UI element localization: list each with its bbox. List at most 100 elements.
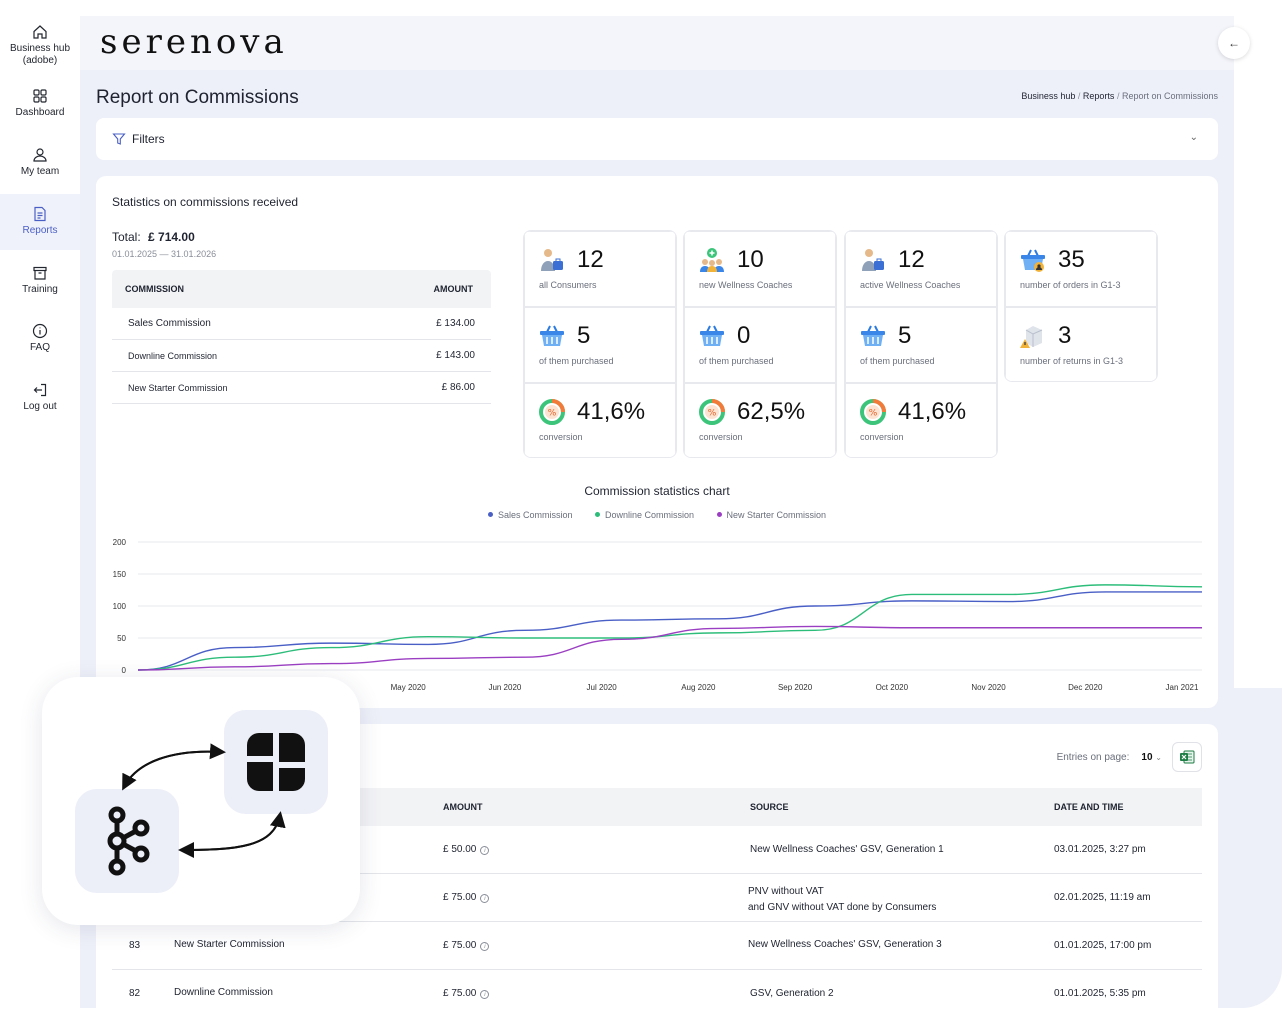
kpi-label: number of returns in G1-3 xyxy=(1020,356,1124,366)
export-excel-button[interactable] xyxy=(1172,742,1202,772)
legend-item-downline[interactable]: Downline Commission xyxy=(594,510,695,520)
sidebar-item-business-hub[interactable]: Business hub (adobe) xyxy=(0,24,80,72)
new-coaches-icon xyxy=(700,248,724,272)
chevron-down-icon: ⌄ xyxy=(1189,132,1198,143)
column-header-source[interactable]: SOURCE xyxy=(750,802,789,812)
kpi-value: 10 xyxy=(737,246,764,273)
filter-icon xyxy=(112,133,126,145)
column-header-amount[interactable]: AMOUNT xyxy=(443,802,483,812)
filters-toggle[interactable]: Filters ⌄ xyxy=(96,118,1218,160)
x-tick-label: Dec 2020 xyxy=(1068,683,1103,692)
entry-type: Downline Commission xyxy=(174,987,273,998)
info-icon[interactable]: i xyxy=(480,990,490,999)
entry-type: New Starter Commission xyxy=(174,939,285,950)
sidebar-item-dashboard[interactable]: Dashboard xyxy=(0,88,80,128)
svg-text:%: % xyxy=(869,409,878,419)
table-row: Sales Commission £ 134.00 xyxy=(112,308,491,340)
entries-per-page-label: Entries on page: xyxy=(1056,751,1130,763)
breadcrumb: Business hub / Reports / Report on Commi… xyxy=(1021,91,1218,101)
commission-amount: £ 134.00 xyxy=(436,318,475,329)
sidebar-item-label: FAQ xyxy=(29,342,50,353)
arrow-icon xyxy=(181,811,286,851)
table-row: New Starter Commission £ 86.00 xyxy=(112,372,491,404)
x-tick-label: Oct 2020 xyxy=(876,683,909,692)
chart-title: Commission statistics chart xyxy=(584,484,730,498)
x-tick-label: May 2020 xyxy=(391,683,427,692)
entry-date: 01.01.2025, 5:35 pm xyxy=(1054,988,1146,999)
excel-icon xyxy=(1180,750,1195,764)
integration-overlay-card xyxy=(42,677,360,925)
entry-amount: £ 50.00 i xyxy=(443,844,490,855)
kafka-icon xyxy=(107,806,150,876)
column-header-commission[interactable]: COMMISSION xyxy=(125,284,185,294)
page-title: Report on Commissions xyxy=(96,87,299,108)
legend-label: New Starter Commission xyxy=(726,510,827,520)
kpi-card: % 41,6% conversion xyxy=(845,383,997,457)
team-icon xyxy=(33,148,47,162)
breadcrumb-link-business-hub[interactable]: Business hub xyxy=(1021,91,1076,101)
sync-app-icon xyxy=(247,733,305,791)
info-icon[interactable]: i xyxy=(480,894,490,903)
y-tick-label: 100 xyxy=(113,602,127,611)
x-tick-label: Sep 2020 xyxy=(778,683,813,692)
series-line-new-starter-commission xyxy=(137,625,1202,671)
total-label: Total: xyxy=(112,230,141,244)
x-tick-label: Aug 2020 xyxy=(681,683,716,692)
brand-logo[interactable]: serenova xyxy=(100,22,288,62)
x-tick-label: Jul 2020 xyxy=(587,683,618,692)
sidebar-item-faq[interactable]: FAQ xyxy=(0,323,80,363)
collapse-back-button[interactable]: ← xyxy=(1218,27,1250,59)
info-icon[interactable]: i xyxy=(480,846,490,855)
entry-amount-value: £ 50.00 xyxy=(443,844,477,855)
kpi-label: conversion xyxy=(699,432,743,442)
kpi-card: 0 of them purchased xyxy=(684,307,836,383)
sidebar-item-my-team[interactable]: My team xyxy=(0,147,80,187)
breadcrumb-link-reports[interactable]: Reports xyxy=(1082,91,1115,101)
commission-name: Sales Commission xyxy=(128,318,211,329)
entries-table: AMOUNT SOURCE DATE AND TIME £ 50.00 i New… xyxy=(112,788,1202,1008)
consumer-icon xyxy=(541,249,563,271)
conversion-icon: % xyxy=(699,399,725,425)
column-header-amount[interactable]: AMOUNT xyxy=(433,284,474,294)
kpi-label: of them purchased xyxy=(539,356,614,366)
kpi-card: % 41,6% conversion xyxy=(524,383,676,457)
legend-item-sales[interactable]: Sales Commission xyxy=(487,510,573,520)
legend-item-new-starter[interactable]: New Starter Commission xyxy=(716,510,827,520)
sidebar-item-label: Training xyxy=(22,284,58,295)
legend-label: Sales Commission xyxy=(497,510,573,520)
sync-arrows xyxy=(122,743,286,858)
series-line-downline-commission xyxy=(137,584,1203,671)
sidebar-item-label: Business hub (adobe) xyxy=(9,43,71,66)
commission-name: New Starter Commission xyxy=(128,382,228,393)
entry-amount-value: £ 75.00 xyxy=(443,940,477,951)
sidebar-item-training[interactable]: Training xyxy=(0,265,80,305)
svg-text:%: % xyxy=(708,409,717,419)
basket-icon xyxy=(861,325,885,346)
sidebar-item-label: Dashboard xyxy=(15,107,65,118)
conversion-icon: % xyxy=(860,399,886,425)
kpi-card: 10 new Wellness Coaches xyxy=(684,231,836,307)
sidebar-item-reports[interactable]: Reports xyxy=(0,194,80,250)
sidebar-item-log-out[interactable]: Log out xyxy=(0,382,80,422)
conversion-icon: % xyxy=(539,399,565,425)
logout-icon xyxy=(33,383,47,397)
right-rail xyxy=(1234,16,1282,688)
kpi-label: all Consumers xyxy=(539,280,597,290)
arrow-icon xyxy=(178,814,281,858)
legend-swatch xyxy=(594,512,600,517)
kpi-value: 62,5% xyxy=(737,398,806,425)
y-tick-label: 200 xyxy=(113,538,127,547)
kpi-label: of them purchased xyxy=(860,356,935,366)
entries-per-page-select[interactable]: 10 ⌄ xyxy=(1141,752,1162,763)
kpi-card: 12 all Consumers xyxy=(524,231,676,307)
sidebar-item-label: Log out xyxy=(23,401,57,412)
info-icon[interactable]: i xyxy=(480,942,490,951)
kpi-card: 12 active Wellness Coaches xyxy=(845,231,997,307)
entry-amount: £ 75.00 i xyxy=(443,940,490,951)
sidebar: Business hub (adobe) Dashboard My team R… xyxy=(0,16,80,1008)
column-header-date[interactable]: DATE AND TIME xyxy=(1054,802,1124,812)
sidebar-item-label: Reports xyxy=(22,225,58,236)
legend-label: Downline Commission xyxy=(604,510,695,520)
entry-amount-value: £ 75.00 xyxy=(443,892,477,903)
